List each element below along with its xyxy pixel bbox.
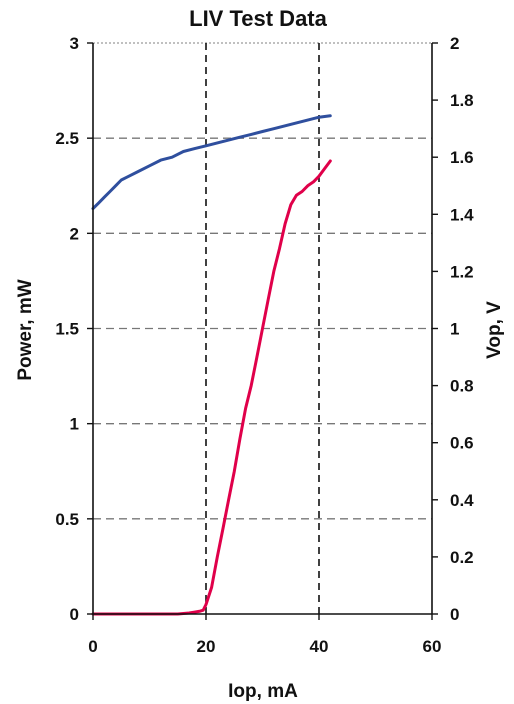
y2-tick-label-3: 0.6 <box>450 434 474 453</box>
y2-tick-label-10: 2 <box>450 34 459 53</box>
y-tick-label-1: 0.5 <box>55 510 79 529</box>
y-tick-label-4: 2 <box>70 224 79 243</box>
vop-series-line <box>91 114 332 211</box>
x-tick-label-2: 40 <box>310 637 329 656</box>
y2-tick-label-1: 0.2 <box>450 548 474 567</box>
series-layer <box>91 114 332 616</box>
y2-tick-label-6: 1.2 <box>450 262 474 281</box>
y-axis-label: Power, mW <box>15 279 36 380</box>
ticks-layer: 0 0.5 1 1.5 2 2.5 3 0 0.2 0.4 0.6 0.8 1 1.2 1.4 1.6 1.8 2… <box>55 34 474 656</box>
y-tick-label-2: 1 <box>70 415 79 434</box>
y2-tick-label-0: 0 <box>450 605 459 624</box>
power-series-line <box>91 159 332 616</box>
y-tick-label-5: 2.5 <box>55 129 79 148</box>
y2-tick-label-9: 1.8 <box>450 91 474 110</box>
y2-tick-label-2: 0.4 <box>450 491 474 510</box>
y-tick-label-3: 1.5 <box>55 320 79 339</box>
y2-tick-label-7: 1.4 <box>450 205 474 224</box>
x-tick-label-0: 0 <box>88 637 97 656</box>
y-tick-label-6: 3 <box>70 34 79 53</box>
x-axis-label: Iop, mA <box>228 681 298 702</box>
y-tick-label-0: 0 <box>70 605 79 624</box>
y2-axis-label: Vop, V <box>484 301 505 359</box>
y2-tick-label-4: 0.8 <box>450 377 474 396</box>
x-tick-label-1: 20 <box>197 637 216 656</box>
chart-title: LIV Test Data <box>189 6 328 31</box>
x-tick-label-3: 60 <box>423 637 442 656</box>
y2-tick-label-8: 1.6 <box>450 148 474 167</box>
y2-tick-label-5: 1 <box>450 320 459 339</box>
